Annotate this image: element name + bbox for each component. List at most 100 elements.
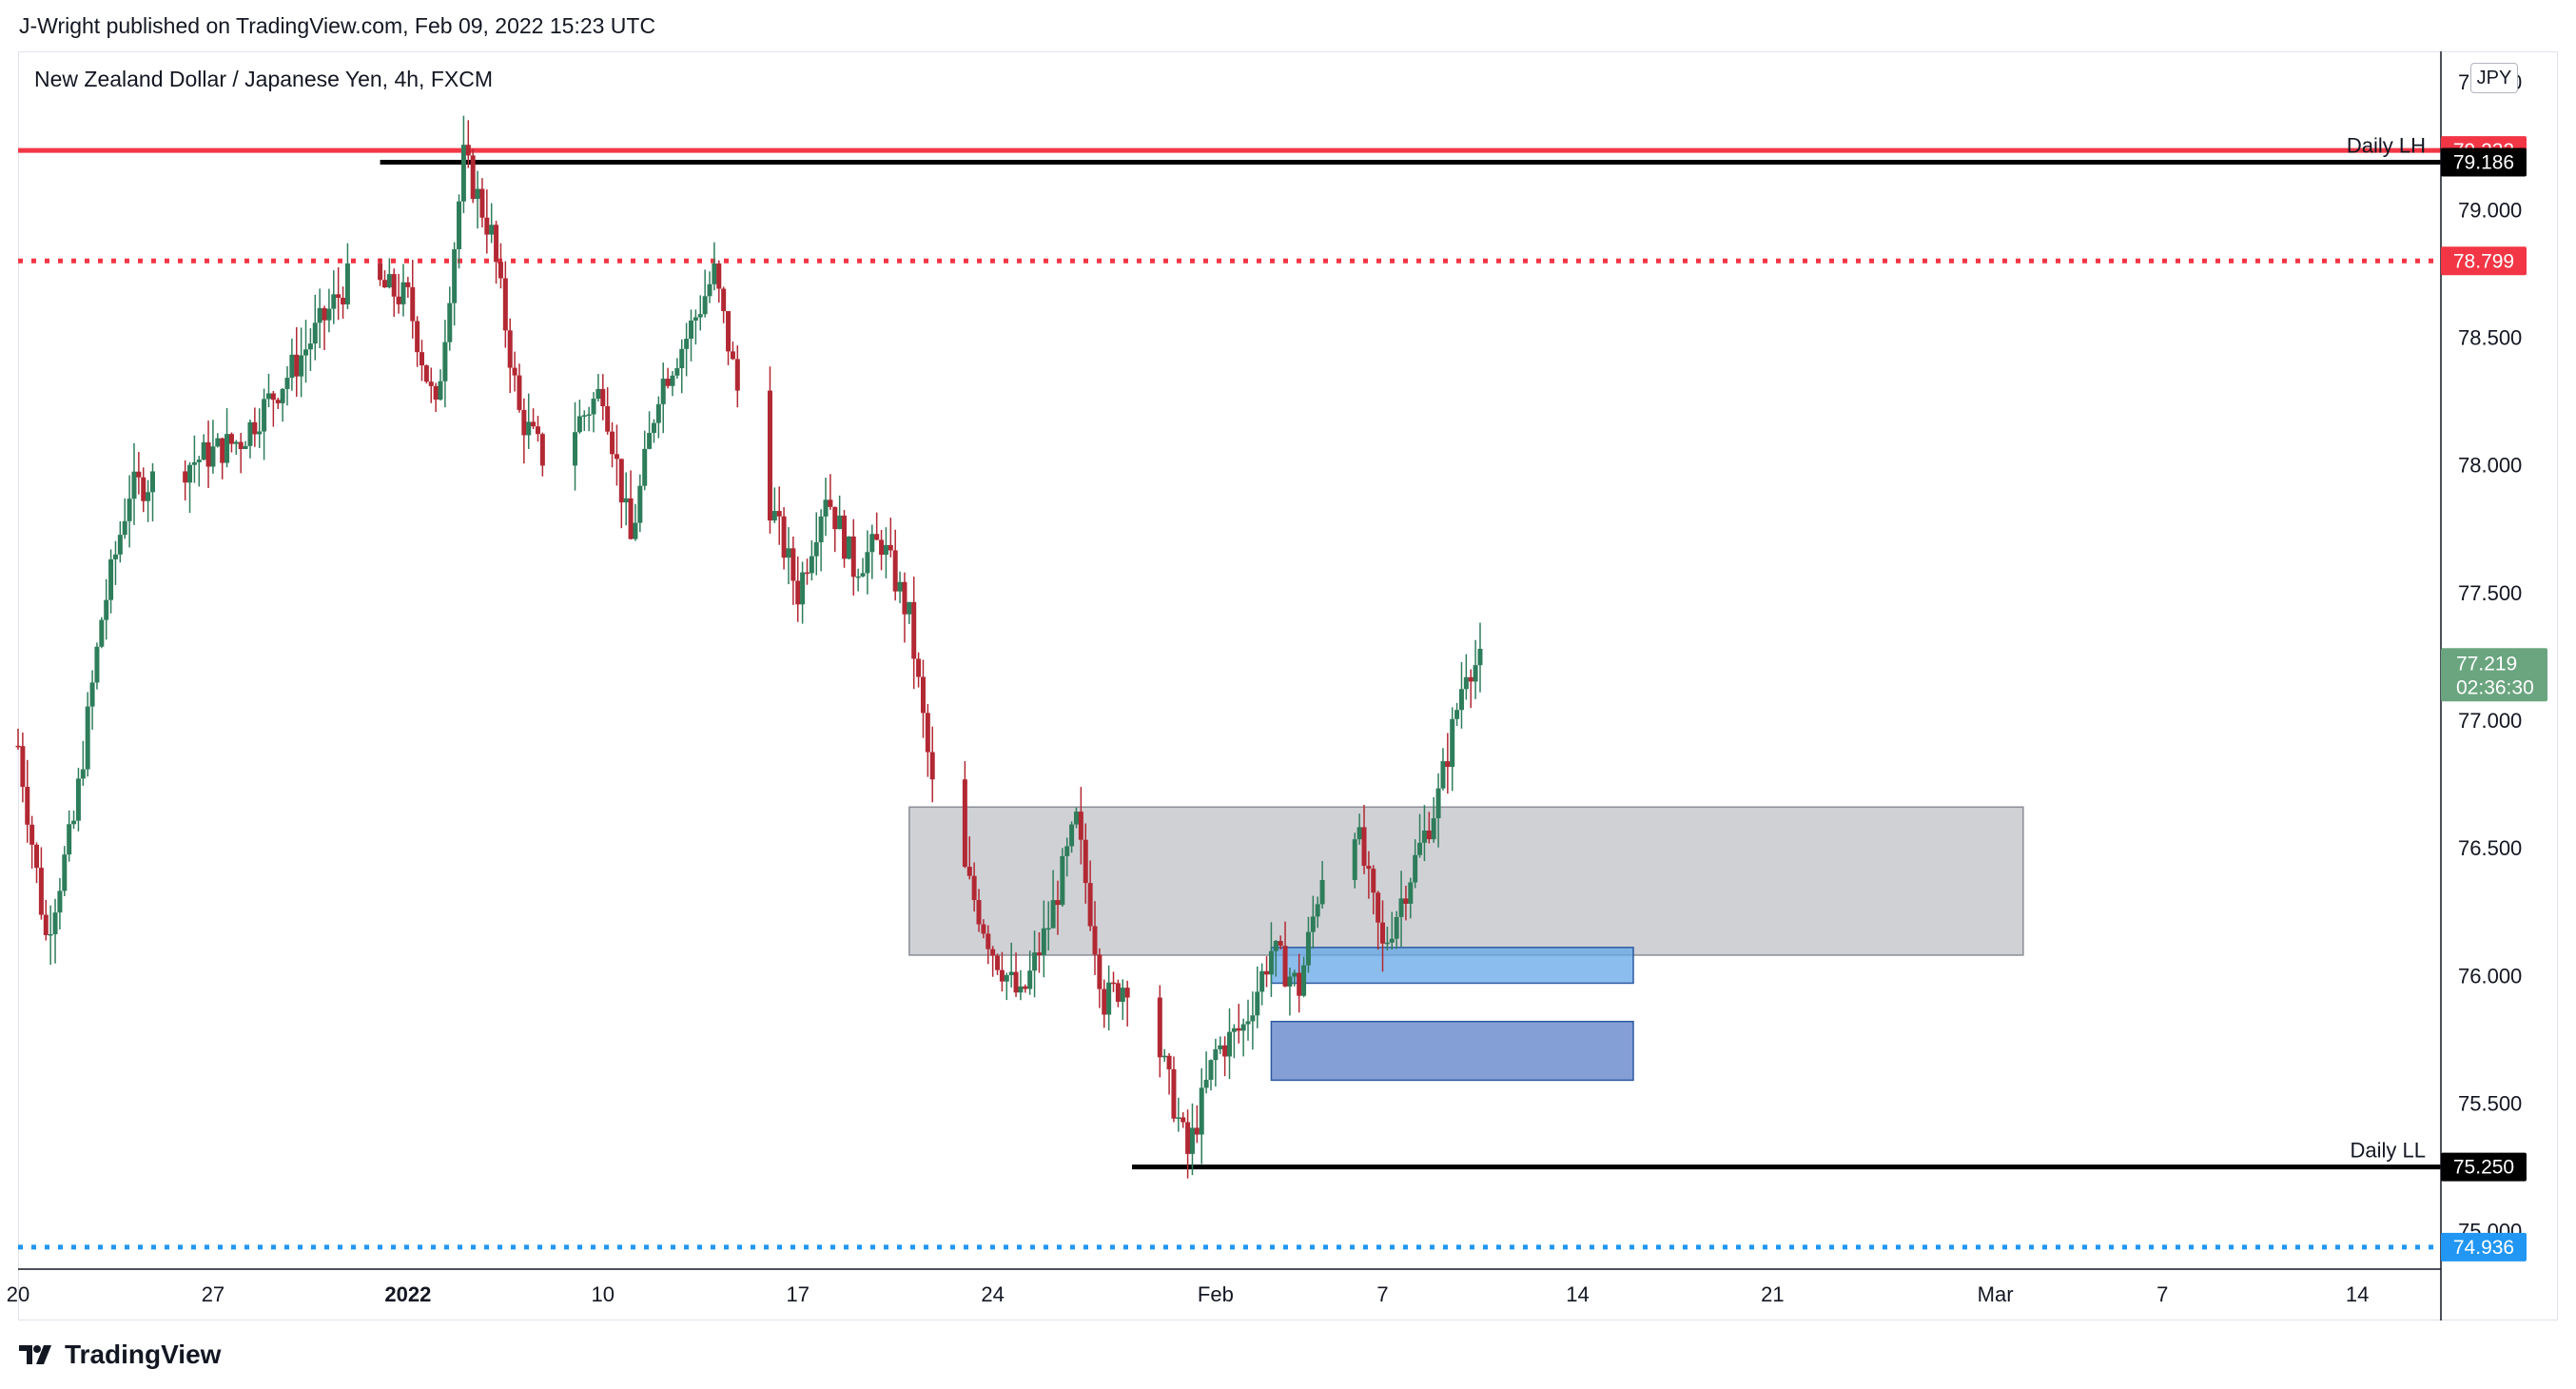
candle: [15, 745, 21, 748]
candle: [892, 550, 898, 592]
candle: [1240, 1024, 1246, 1031]
y-tick-label: 75.500: [2458, 1092, 2522, 1116]
candle: [1282, 946, 1288, 987]
candle: [1106, 982, 1112, 1015]
candle: [498, 262, 503, 279]
y-tick-label: 79.000: [2458, 198, 2522, 222]
candle: [865, 552, 870, 574]
candle: [252, 421, 258, 435]
candle: [108, 558, 114, 600]
candle: [1305, 931, 1311, 966]
candle: [702, 296, 708, 315]
candle: [1310, 916, 1316, 932]
candle: [888, 544, 893, 551]
candle: [201, 441, 206, 460]
candle: [336, 294, 342, 299]
candle: [535, 426, 540, 435]
candle: [911, 601, 917, 659]
candle: [228, 434, 234, 444]
candle: [614, 454, 619, 460]
candle: [331, 294, 337, 309]
candle: [344, 263, 350, 304]
last-price-tag: [2441, 648, 2547, 702]
candle: [85, 706, 90, 770]
x-tick-label: 24: [981, 1282, 1004, 1306]
candle: [1073, 812, 1079, 825]
price-tag-78.799: [2441, 246, 2527, 276]
candle: [716, 263, 722, 289]
candle: [122, 520, 127, 536]
candle: [790, 548, 796, 581]
candle: [1120, 988, 1125, 1002]
candle: [1273, 941, 1278, 951]
candle: [502, 278, 508, 331]
candle: [818, 516, 824, 542]
candle: [307, 343, 313, 350]
candle: [907, 601, 912, 615]
x-tick-label: Mar: [1978, 1282, 2014, 1306]
candle: [1111, 982, 1117, 985]
candle: [1413, 854, 1418, 883]
gray-zone[interactable]: [908, 806, 2024, 956]
candle: [1194, 1127, 1200, 1135]
candle: [684, 339, 690, 349]
candle: [210, 446, 216, 467]
candle: [1255, 991, 1260, 1016]
candle: [191, 461, 197, 465]
x-tick-label: 7: [1376, 1282, 1388, 1306]
candle: [1287, 976, 1293, 987]
candle: [1268, 950, 1274, 975]
candle: [420, 352, 424, 366]
candle: [795, 580, 801, 605]
level-annotation: Daily LL: [2351, 1139, 2426, 1163]
candle: [1199, 1087, 1204, 1135]
candle: [902, 581, 907, 615]
currency-badge[interactable]: JPY: [2470, 63, 2518, 93]
candle: [633, 522, 638, 539]
tradingview-logo-icon: [19, 1345, 51, 1364]
candle: [521, 409, 527, 436]
candle: [1050, 900, 1056, 929]
y-tick-label: 78.000: [2458, 454, 2522, 478]
candle: [415, 321, 420, 353]
candle: [1352, 839, 1357, 880]
y-tick-label: 77.000: [2458, 709, 2522, 733]
candle: [776, 511, 782, 517]
candle: [127, 499, 132, 521]
candle: [294, 354, 300, 377]
light-blue-zone[interactable]: [1270, 947, 1634, 985]
candle: [730, 351, 735, 360]
candle: [1259, 970, 1265, 992]
candle: [526, 421, 532, 436]
bar-countdown: 02:36:30: [2456, 676, 2534, 698]
candle: [1218, 1045, 1223, 1049]
candle: [410, 286, 416, 322]
x-tick-label: 7: [2156, 1282, 2168, 1306]
price-tag-text: 74.936: [2453, 1237, 2514, 1259]
candle: [52, 912, 58, 934]
candle: [131, 471, 137, 499]
candle: [855, 576, 861, 578]
candle: [1124, 988, 1130, 998]
symbol-title[interactable]: New Zealand Dollar / Japanese Yen, 4h, F…: [34, 67, 493, 91]
candle: [220, 438, 225, 463]
candle: [897, 581, 903, 592]
x-tick-label: 14: [1566, 1282, 1589, 1306]
price-tag-74.936: [2441, 1232, 2527, 1262]
candle: [962, 779, 967, 868]
candle: [1366, 866, 1372, 870]
candle: [465, 145, 471, 156]
y-tick-label: 76.000: [2458, 964, 2522, 988]
candle: [591, 399, 596, 415]
x-tick-label: 21: [1761, 1282, 1784, 1306]
candle: [75, 778, 81, 821]
candle: [809, 556, 814, 574]
x-tick-label: 10: [592, 1282, 615, 1306]
dark-blue-zone[interactable]: [1270, 1020, 1634, 1082]
tradingview-brand[interactable]: TradingView: [19, 1340, 221, 1370]
candle: [879, 539, 885, 556]
candle: [1181, 1117, 1186, 1123]
candle: [1431, 818, 1436, 840]
candle: [1463, 676, 1469, 690]
